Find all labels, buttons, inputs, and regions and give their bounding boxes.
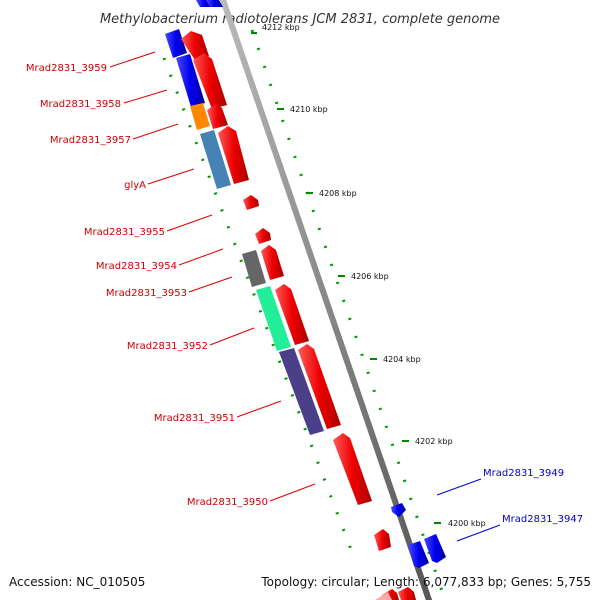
- cog-gene-block[interactable]: [375, 592, 392, 600]
- left-gene-labels: Mrad2831_3959 Mrad2831_3958 Mrad2831_395…: [26, 51, 316, 508]
- genome-backbone: [219, 0, 433, 600]
- map-title: Methylobacterium radiotolerans JCM 2831,…: [100, 12, 500, 27]
- gene-label-mrad2831-3954[interactable]: Mrad2831_3954: [96, 261, 177, 272]
- gene-label-leader-line: [109, 51, 156, 68]
- gene-label-leader-line: [236, 400, 282, 418]
- ruler-tick-label: 4200 kbp: [448, 519, 486, 528]
- gene-label-mrad2831-3949[interactable]: Mrad2831_3949: [483, 468, 564, 479]
- ruler-tick-label: 4202 kbp: [415, 437, 453, 446]
- cog-gene-block[interactable]: [176, 54, 205, 107]
- ruler-tick-label: 4212 kbp: [262, 23, 300, 32]
- gene-label-leader-line: [178, 248, 224, 266]
- gene-label-mrad2831-3959[interactable]: Mrad2831_3959: [26, 63, 107, 74]
- gene-feature-blue[interactable]: [206, 0, 223, 7]
- forward-gene[interactable]: [261, 245, 284, 280]
- forward-gene[interactable]: [218, 126, 249, 184]
- forward-gene[interactable]: [333, 433, 372, 505]
- accession-text: Accession: NC_010505: [9, 575, 145, 589]
- forward-gene[interactable]: [181, 31, 209, 60]
- gene-label-leader-line: [123, 89, 168, 104]
- cog-gene-block[interactable]: [200, 130, 231, 189]
- forward-gene[interactable]: [255, 228, 271, 244]
- ruler-tick-labels: 4212 kbp 4210 kbp 4208 kbp 4206 kbp 4204…: [262, 23, 486, 528]
- ruler-tick-label: 4208 kbp: [319, 189, 357, 198]
- gene-label-leader-line: [209, 327, 255, 346]
- gene-label-leader-line: [269, 483, 316, 502]
- gene-label-leader-line: [456, 524, 501, 542]
- ruler-tick-label: 4206 kbp: [351, 272, 389, 281]
- cog-gene-block[interactable]: [256, 286, 291, 351]
- forward-gene[interactable]: [298, 344, 341, 429]
- gene-label-mrad2831-3950[interactable]: Mrad2831_3950: [187, 497, 268, 508]
- reverse-gene[interactable]: [424, 534, 446, 563]
- ruler-outer-dotted-line: [250, 29, 447, 600]
- forward-gene[interactable]: [275, 284, 309, 345]
- reverse-gene[interactable]: [391, 503, 406, 517]
- gene-label-mrad2831-3951[interactable]: Mrad2831_3951: [154, 413, 235, 424]
- gene-label-mrad2831-3953[interactable]: Mrad2831_3953: [106, 288, 187, 299]
- gene-label-mrad2831-3952[interactable]: Mrad2831_3952: [127, 341, 208, 352]
- ruler-tick-marks: [251, 32, 441, 524]
- forward-gene[interactable]: [243, 195, 259, 210]
- gene-label-leader-line: [436, 478, 482, 496]
- forward-gene[interactable]: [374, 529, 391, 551]
- gene-label-mrad2831-3947[interactable]: Mrad2831_3947: [502, 514, 583, 525]
- cog-gene-block[interactable]: [279, 348, 324, 435]
- forward-gene-track: [181, 31, 416, 600]
- gene-label-mrad2831-3957[interactable]: Mrad2831_3957: [50, 135, 131, 146]
- gene-label-glya[interactable]: glyA: [124, 180, 146, 191]
- ruler-tick-label: 4204 kbp: [383, 355, 421, 364]
- gene-label-leader-line: [166, 214, 213, 232]
- right-gene-labels: Mrad2831_3949 Mrad2831_3947: [436, 468, 583, 542]
- gene-label-leader-line: [132, 123, 179, 140]
- cog-gene-block[interactable]: [242, 250, 266, 287]
- reverse-gene-track: [391, 503, 446, 568]
- topology-text: Topology: circular; Length: 6,077,833 bp…: [260, 575, 591, 589]
- forward-gene[interactable]: [398, 587, 416, 600]
- reverse-gene[interactable]: [408, 541, 429, 568]
- cog-gene-block[interactable]: [165, 29, 187, 58]
- cog-gene-block[interactable]: [190, 103, 210, 130]
- cog-gene-track: [165, 29, 324, 435]
- forward-gene[interactable]: [193, 53, 227, 109]
- gene-label-mrad2831-3958[interactable]: Mrad2831_3958: [40, 99, 121, 110]
- ruler-tick-label: 4210 kbp: [290, 105, 328, 114]
- gene-label-leader-line: [188, 276, 233, 293]
- gene-label-leader-line: [147, 168, 195, 185]
- gene-label-mrad2831-3955[interactable]: Mrad2831_3955: [84, 227, 165, 238]
- forward-gene[interactable]: [207, 104, 228, 129]
